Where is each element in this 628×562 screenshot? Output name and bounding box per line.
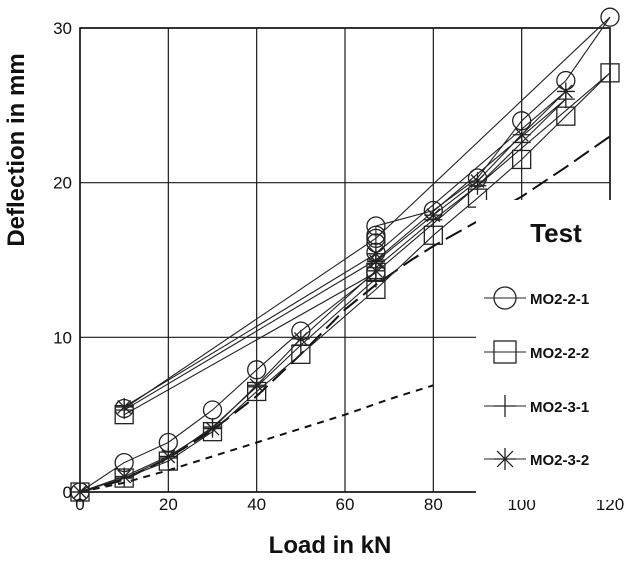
asterisk-marker-stroke: [470, 174, 485, 189]
circle-marker-shape: [366, 216, 386, 236]
asterisk-marker-stroke: [293, 331, 308, 346]
asterisk-marker-stroke: [558, 84, 573, 99]
asterisk-marker-stroke: [117, 399, 132, 414]
y-tick-label: 0: [63, 483, 72, 502]
asterisk-marker-stroke: [73, 485, 87, 499]
legend-title: Test: [530, 218, 582, 248]
asterisk-marker: [115, 397, 134, 416]
circle-marker: [600, 7, 620, 27]
square-marker: [600, 63, 620, 83]
asterisk-marker-stroke: [496, 450, 514, 468]
y-tick-label: 10: [53, 328, 72, 347]
asterisk-marker-stroke: [426, 208, 441, 223]
y-tick-label: 20: [53, 174, 72, 193]
y-tick-label: 30: [53, 19, 72, 38]
asterisk-marker: [247, 376, 266, 395]
asterisk-marker: [366, 244, 385, 263]
square-marker-shape: [493, 340, 517, 364]
square-marker: [493, 340, 517, 364]
asterisk-marker-stroke: [205, 421, 220, 436]
asterisk-marker: [71, 483, 89, 501]
x-tick-label: 0: [75, 495, 84, 514]
x-tick-label: 40: [247, 495, 266, 514]
y-axis-title: Deflection in mm: [3, 53, 30, 246]
legend-label: MO2-2-1: [530, 291, 589, 308]
circle-marker: [493, 286, 517, 310]
data-series: [70, 7, 620, 502]
asterisk-marker: [159, 447, 178, 466]
asterisk-marker-stroke: [368, 246, 383, 261]
square-marker-shape: [600, 63, 620, 83]
asterisk-marker-stroke: [514, 127, 529, 142]
legend: Test MO2-2-1 MO2-2-2 MO2-3-1 MO2-3-2: [476, 200, 618, 500]
asterisk-marker: [494, 448, 516, 470]
circle-marker: [366, 216, 386, 236]
asterisk-marker: [291, 329, 310, 348]
asterisk-marker: [512, 125, 531, 144]
asterisk-marker-stroke: [161, 449, 176, 464]
asterisk-marker-stroke: [249, 378, 264, 393]
legend-label: MO2-3-2: [530, 452, 589, 469]
x-axis-title: Load in kN: [269, 532, 392, 559]
circle-marker-shape: [600, 7, 620, 27]
x-tick-label: 20: [159, 495, 178, 514]
asterisk-marker-stroke: [117, 469, 132, 484]
asterisk-marker: [468, 172, 487, 191]
x-tick-label: 60: [336, 495, 355, 514]
asterisk-marker: [556, 82, 575, 101]
asterisk-marker: [115, 467, 134, 486]
asterisk-marker: [424, 206, 443, 225]
legend-background: [476, 200, 618, 500]
plus-marker: [494, 395, 516, 417]
reference-curve: [79, 384, 434, 493]
asterisk-marker: [203, 419, 222, 438]
x-tick-label: 80: [424, 495, 443, 514]
circle-marker-shape: [493, 286, 517, 310]
legend-label: MO2-2-2: [530, 345, 589, 362]
legend-label: MO2-3-1: [530, 399, 589, 416]
